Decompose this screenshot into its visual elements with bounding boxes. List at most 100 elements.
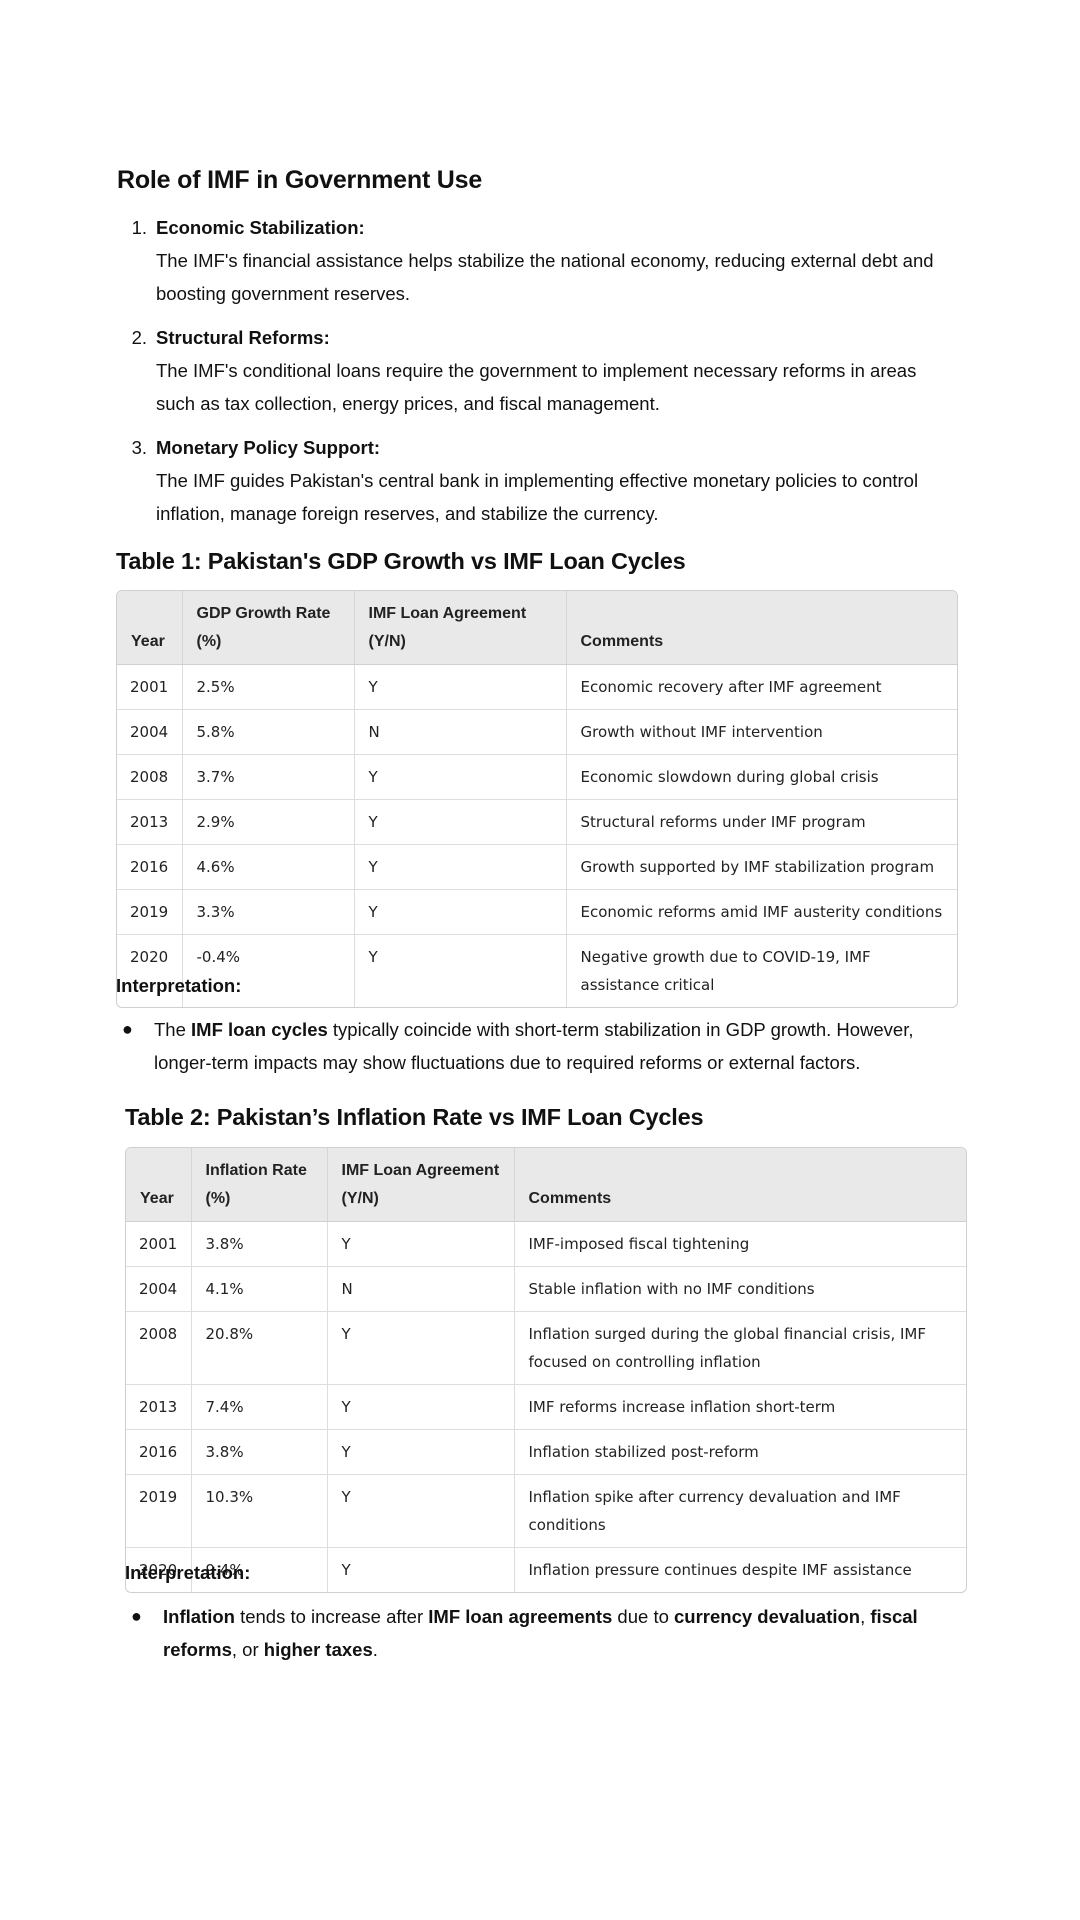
inflation-cell: 20.8% bbox=[191, 1311, 328, 1385]
inflation-cell: 9.4% bbox=[191, 1547, 328, 1592]
imf-cell: Y bbox=[354, 889, 567, 935]
comment-cell: Structural reforms under IMF program bbox=[566, 799, 957, 845]
imf-role-list: 1. Economic Stabilization: The IMF's fin… bbox=[117, 212, 957, 542]
inflation-cell: 4.1% bbox=[191, 1266, 328, 1312]
text-segment: , or bbox=[231, 1639, 264, 1660]
comment-cell: Economic slowdown during global crisis bbox=[566, 754, 957, 800]
interpretation-list: ● The IMF loan cycles typically coincide… bbox=[116, 1013, 966, 1079]
comment-cell: Economic recovery after IMF agreement bbox=[566, 664, 957, 710]
bold-term: fiscal reforms bbox=[163, 1606, 918, 1660]
imf-cell: Y bbox=[327, 1474, 515, 1548]
imf-cell: Y bbox=[327, 1311, 515, 1385]
list-item-heading: Monetary Policy Support: bbox=[156, 437, 381, 458]
table-row: 2016 4.6% Y Growth supported by IMF stab… bbox=[117, 844, 957, 890]
gdp-cell: 4.6% bbox=[182, 844, 355, 890]
column-header: Inflation Rate (%) bbox=[191, 1148, 328, 1222]
table2-title: Table 2: Pakistan’s Inflation Rate vs IM… bbox=[125, 1104, 704, 1130]
table-row: 2004 4.1% N Stable inflation with no IMF… bbox=[126, 1266, 966, 1312]
imf-cell: Y bbox=[354, 844, 567, 890]
bullet-icon: ● bbox=[122, 1019, 133, 1039]
table-row: 2013 2.9% Y Structural reforms under IMF… bbox=[117, 799, 957, 845]
list-item-heading: Structural Reforms: bbox=[156, 327, 330, 348]
year-cell: 2020 bbox=[126, 1547, 192, 1592]
section-title: Role of IMF in Government Use bbox=[117, 166, 483, 194]
comment-cell: Inflation surged during the global finan… bbox=[514, 1311, 966, 1385]
comment-cell: Inflation stabilized post-reform bbox=[514, 1429, 966, 1475]
gdp-cell: -0.4% bbox=[182, 934, 355, 1007]
list-item: 2. Structural Reforms: The IMF's conditi… bbox=[117, 322, 957, 420]
list-item-number: 2. bbox=[131, 327, 147, 348]
inflation-cell: 10.3% bbox=[191, 1474, 328, 1548]
interpretation-label: Interpretation: bbox=[116, 975, 242, 996]
column-header: IMF Loan Agreement (Y/N) bbox=[327, 1148, 515, 1222]
year-cell: 2016 bbox=[126, 1429, 192, 1475]
interpretation-item: ● The IMF loan cycles typically coincide… bbox=[116, 1013, 966, 1079]
imf-cell: Y bbox=[354, 664, 567, 710]
inflation-table: Year Inflation Rate (%) IMF Loan Agreeme… bbox=[125, 1147, 967, 1593]
comment-cell: Negative growth due to COVID-19, IMF ass… bbox=[580, 948, 871, 994]
year-cell: 2016 bbox=[117, 844, 183, 890]
table-row: 2019 10.3% Y Inflation spike after curre… bbox=[126, 1474, 966, 1548]
table-row: 2013 7.4% Y IMF reforms increase inflati… bbox=[126, 1384, 966, 1430]
column-header: Comments bbox=[566, 591, 957, 665]
inflation-cell: 3.8% bbox=[191, 1429, 328, 1475]
year-cell: 2019 bbox=[117, 889, 183, 935]
comment-cell: Economic reforms amid IMF austerity cond… bbox=[566, 889, 957, 935]
imf-cell: Y bbox=[354, 934, 567, 1007]
year-cell: 2008 bbox=[117, 754, 183, 800]
table-row: 2001 2.5% Y Economic recovery after IMF … bbox=[117, 664, 957, 710]
comment-cell: IMF reforms increase inflation short-ter… bbox=[514, 1384, 966, 1430]
comment-cell: Growth supported by IMF stabilization pr… bbox=[566, 844, 957, 890]
comment-cell: IMF-imposed fiscal tightening bbox=[514, 1221, 966, 1267]
year-cell: 2001 bbox=[126, 1221, 192, 1267]
interpretation-list: ● Inflation tends to increase after IMF … bbox=[125, 1600, 955, 1666]
column-header: Year bbox=[117, 591, 183, 665]
table-row: 2004 5.8% N Growth without IMF intervent… bbox=[117, 709, 957, 755]
gdp-table: Year GDP Growth Rate (%) IMF Loan Agreem… bbox=[116, 590, 958, 1008]
imf-cell: Y bbox=[327, 1429, 515, 1475]
year-cell: 2004 bbox=[117, 709, 183, 755]
text-segment: , bbox=[860, 1606, 871, 1627]
imf-cell: N bbox=[327, 1266, 515, 1312]
bold-term: currency devaluation bbox=[674, 1606, 861, 1627]
text-segment: tends to increase after bbox=[234, 1606, 429, 1627]
table-row: 2001 3.8% Y IMF-imposed fiscal tightenin… bbox=[126, 1221, 966, 1267]
year-cell: 2019 bbox=[126, 1474, 192, 1548]
text-segment: The bbox=[154, 1019, 192, 1040]
table-row: 2020 9.4% Y Inflation pressure continues… bbox=[126, 1547, 966, 1592]
list-item: 3. Monetary Policy Support: The IMF guid… bbox=[117, 432, 957, 530]
gdp-cell: 2.5% bbox=[182, 664, 355, 710]
comment-cell: Growth without IMF intervention bbox=[566, 709, 957, 755]
text-segment: . bbox=[372, 1639, 378, 1660]
imf-cell: N bbox=[354, 709, 567, 755]
bold-term: IMF loan agreements bbox=[428, 1606, 613, 1627]
text-segment: due to bbox=[612, 1606, 675, 1627]
column-header: IMF Loan Agreement (Y/N) bbox=[354, 591, 567, 665]
bullet-icon: ● bbox=[131, 1606, 142, 1626]
list-item-number: 1. bbox=[131, 217, 147, 238]
gdp-cell: 3.3% bbox=[182, 889, 355, 935]
year-cell: 2001 bbox=[117, 664, 183, 710]
gdp-cell: 3.7% bbox=[182, 754, 355, 800]
list-item: 1. Economic Stabilization: The IMF's fin… bbox=[117, 212, 957, 310]
table-header-row: Year GDP Growth Rate (%) IMF Loan Agreem… bbox=[117, 591, 957, 665]
column-header: Comments bbox=[514, 1148, 966, 1222]
comment-cell: Stable inflation with no IMF conditions bbox=[514, 1266, 966, 1312]
imf-cell: Y bbox=[354, 799, 567, 845]
text-segment: typically coincide with short-term stabi… bbox=[154, 1019, 914, 1073]
table-row: 2020 -0.4% Y Negative growth due to COVI… bbox=[117, 934, 957, 1007]
list-item-heading: Economic Stabilization: bbox=[156, 217, 365, 238]
table-row: 2008 20.8% Y Inflation surged during the… bbox=[126, 1311, 966, 1385]
year-cell: 2020 bbox=[117, 934, 183, 1007]
comment-cell: Inflation pressure continues despite IMF… bbox=[528, 1561, 912, 1579]
imf-cell: Y bbox=[327, 1221, 515, 1267]
table-header-row: Year Inflation Rate (%) IMF Loan Agreeme… bbox=[126, 1148, 966, 1222]
year-cell: 2004 bbox=[126, 1266, 192, 1312]
gdp-cell: 2.9% bbox=[182, 799, 355, 845]
comment-cell: Inflation spike after currency devaluati… bbox=[514, 1474, 966, 1548]
bold-term: IMF loan cycles bbox=[191, 1019, 328, 1040]
bold-term: Inflation bbox=[163, 1606, 235, 1627]
table-row: 2016 3.8% Y Inflation stabilized post-re… bbox=[126, 1429, 966, 1475]
interpretation-label: Interpretation: bbox=[125, 1562, 251, 1583]
